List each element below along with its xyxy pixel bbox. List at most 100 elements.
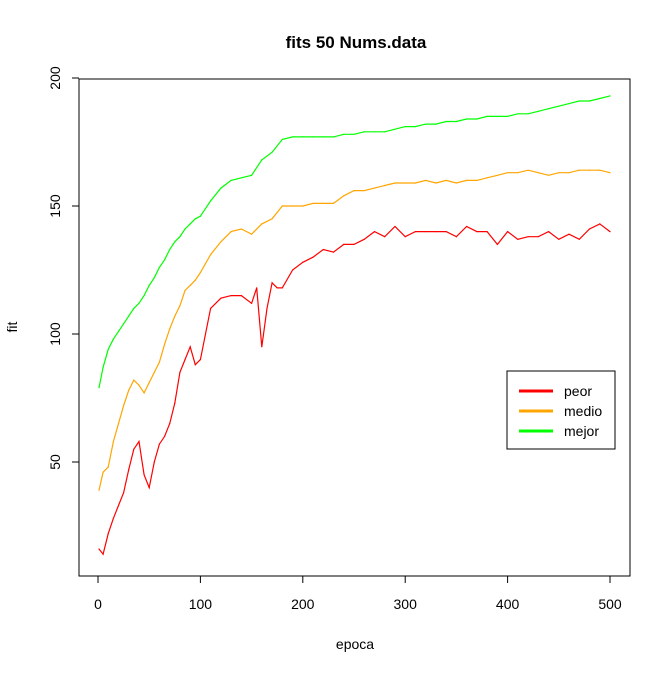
data-point-medio [425, 179, 427, 181]
data-point-peor [588, 228, 591, 230]
data-point-medio [517, 172, 519, 174]
series-line-mejor [98, 95, 611, 388]
series-line-peor [98, 223, 611, 556]
y-tick-label: 200 [47, 66, 63, 90]
data-point-medio [363, 190, 365, 192]
y-axis: 50 100 150 200 [47, 66, 80, 470]
data-point-peor [194, 364, 196, 366]
data-point-peor [107, 533, 109, 535]
data-point-peor [148, 487, 150, 489]
data-point-medio [527, 169, 529, 171]
y-tick-label: 100 [47, 322, 63, 346]
data-point-mejor [123, 323, 125, 325]
data-point-mejor [230, 179, 232, 181]
data-point-peor [199, 359, 201, 361]
data-point-peor [363, 238, 365, 240]
data-point-mejor [112, 338, 114, 340]
data-point-mejor [435, 123, 437, 125]
x-tick-label: 0 [94, 596, 102, 612]
data-point-mejor [599, 97, 601, 100]
data-point-medio [466, 179, 468, 181]
data-point-peor [184, 359, 186, 361]
data-point-peor [322, 248, 324, 251]
data-point-peor [276, 287, 278, 289]
data-point-mejor [486, 115, 488, 117]
data-point-medio [548, 174, 550, 176]
plot-area-frame [78, 78, 631, 577]
data-point-peor [394, 225, 396, 228]
data-point-medio [537, 172, 539, 174]
data-point-medio [455, 182, 457, 184]
data-point-peor [455, 236, 457, 238]
data-point-peor [251, 302, 253, 304]
data-point-peor [143, 474, 145, 476]
data-point-medio [107, 466, 109, 468]
data-point-peor [312, 256, 314, 258]
data-point-peor [133, 448, 135, 450]
data-point-mejor [117, 330, 120, 332]
data-point-mejor [394, 128, 396, 130]
data-point-medio [117, 423, 120, 425]
y-tick-label: 150 [47, 194, 63, 218]
data-point-medio [476, 179, 478, 181]
data-point-medio [240, 228, 242, 230]
data-point-medio [98, 489, 100, 491]
data-point-mejor [466, 118, 468, 120]
data-point-medio [353, 190, 355, 192]
legend-label-medio: medio [564, 403, 602, 419]
data-point-mejor [445, 120, 447, 123]
data-point-mejor [332, 136, 335, 138]
data-point-peor [98, 548, 100, 550]
data-point-mejor [133, 307, 135, 309]
data-point-medio [599, 169, 601, 171]
data-point-mejor [363, 131, 365, 133]
data-point-medio [133, 379, 135, 381]
data-point-medio [169, 328, 171, 330]
data-point-mejor [507, 115, 509, 117]
data-point-medio [189, 284, 191, 286]
data-point-peor [169, 423, 171, 425]
data-point-medio [123, 405, 125, 407]
data-point-mejor [414, 126, 416, 128]
data-point-medio [496, 174, 498, 176]
data-point-medio [312, 202, 314, 204]
data-point-mejor [537, 110, 539, 112]
data-point-medio [153, 371, 155, 373]
data-point-mejor [179, 236, 181, 238]
data-point-mejor [107, 348, 109, 350]
data-point-medio [558, 172, 560, 174]
data-point-mejor [302, 136, 304, 138]
data-point-medio [174, 315, 176, 317]
data-point-medio [414, 182, 416, 184]
data-point-peor [486, 231, 488, 233]
data-point-mejor [425, 123, 427, 125]
data-point-mejor [98, 387, 100, 389]
data-point-mejor [148, 284, 150, 286]
data-point-mejor [240, 177, 242, 179]
data-point-mejor [527, 113, 529, 115]
data-point-peor [158, 443, 160, 445]
data-point-mejor [578, 100, 580, 102]
data-point-peor [404, 236, 406, 238]
data-point-peor [292, 269, 294, 271]
data-point-mejor [153, 277, 155, 279]
data-point-peor [240, 295, 242, 297]
data-point-medio [332, 202, 335, 204]
data-point-mejor [128, 315, 130, 317]
data-point-medio [394, 182, 396, 184]
data-point-peor [599, 223, 601, 225]
data-point-medio [128, 389, 130, 391]
data-point-peor [548, 231, 550, 233]
data-point-peor [128, 469, 130, 471]
data-point-mejor [568, 103, 570, 105]
data-point-medio [373, 187, 376, 189]
y-tick-label: 50 [47, 454, 63, 470]
data-point-medio [230, 231, 232, 233]
data-point-medio [164, 343, 166, 345]
data-point-mejor [517, 113, 519, 115]
data-point-medio [251, 233, 253, 235]
data-point-mejor [158, 266, 160, 268]
x-tick-label: 100 [189, 596, 213, 612]
data-point-peor [112, 517, 114, 519]
